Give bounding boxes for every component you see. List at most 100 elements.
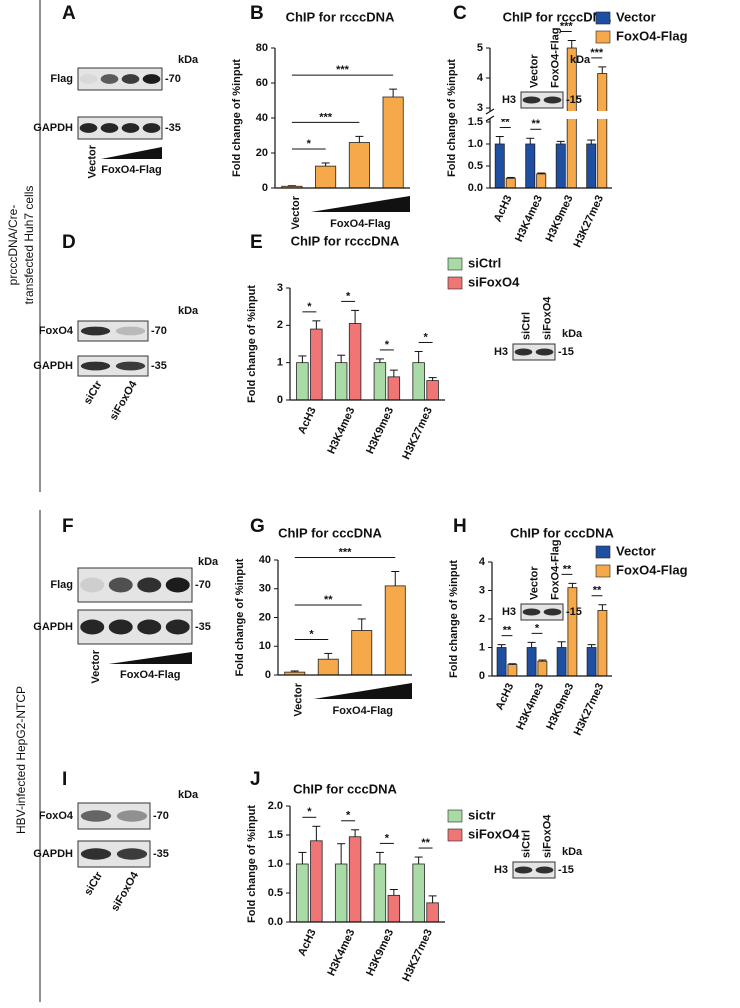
y-tick-label: 1.0	[468, 138, 483, 150]
blot-row-label: GAPDH	[33, 621, 73, 633]
axis-break-gap	[491, 111, 613, 119]
blot-kda: -35	[195, 621, 211, 633]
blot-strip	[77, 116, 163, 140]
x-tick-label: AcH3	[492, 193, 515, 224]
bar	[310, 328, 323, 401]
bar	[507, 664, 518, 677]
y-tick-label: 2.0	[268, 800, 283, 812]
blot-band	[80, 361, 111, 371]
bar	[315, 165, 337, 189]
significance-label: **	[503, 625, 512, 637]
y-tick-label: 4	[479, 556, 486, 568]
blot-band	[80, 326, 111, 336]
blot-row-label: Flag	[50, 579, 73, 591]
blot-band	[100, 74, 119, 84]
y-tick-label: 3	[479, 584, 485, 596]
blot-band	[80, 848, 112, 860]
x-axis-label: FoxO4-Flag	[332, 705, 393, 717]
significance-label: *	[307, 301, 312, 313]
legend-swatch	[447, 809, 463, 823]
bar	[505, 177, 516, 189]
panel-letter: C	[453, 3, 467, 24]
panel-letter: H	[453, 516, 467, 537]
significance-label: *	[346, 290, 351, 302]
side-label: HBV-infected HepG2-NTCP	[14, 686, 28, 834]
legend-label: Vector	[616, 543, 656, 558]
blot-row-label: H3	[494, 864, 508, 876]
chart-title: ChIP for rcccDNA	[291, 233, 400, 248]
x-tick-label: AcH3	[494, 681, 517, 712]
blot-strip	[77, 320, 149, 342]
bar	[555, 143, 566, 189]
blot-kda: -35	[165, 122, 181, 134]
legend-label: Vector	[616, 9, 656, 24]
y-tick-label: 2	[479, 613, 485, 625]
y-tick-label: 10	[259, 640, 271, 652]
bar	[412, 863, 425, 923]
bar	[426, 380, 439, 401]
bar	[537, 660, 548, 677]
blot-unit: kDa	[178, 305, 199, 317]
x-tick-label: H3K27me3	[400, 927, 435, 983]
lane-label: Vector	[90, 649, 102, 683]
y-tick-label: 5	[477, 42, 483, 54]
axis-break-mark	[485, 115, 495, 122]
x-tick-label: H3K27me3	[571, 193, 606, 249]
blot-band	[121, 123, 140, 133]
blot-kda: -15	[566, 606, 582, 618]
blot-kda: -70	[151, 325, 167, 337]
blot-kda: -15	[558, 346, 574, 358]
significance-label: *	[309, 628, 314, 640]
blot-strip	[520, 91, 564, 109]
significance-label: **	[531, 118, 540, 130]
ramp-label: FoxO4-Flag	[120, 669, 181, 681]
blot-strip	[77, 67, 163, 91]
blot-unit: kDa	[562, 846, 583, 858]
y-tick-label: 20	[256, 147, 268, 159]
x-tick-label: AcH3	[296, 927, 319, 958]
legend-swatch	[595, 11, 611, 25]
y-axis-label: Fold change of %input	[234, 558, 246, 676]
x-tick-label: H3K9me3	[364, 927, 396, 978]
y-tick-label: 0.0	[268, 916, 283, 928]
y-tick-label: 0	[277, 394, 283, 406]
bar	[296, 362, 309, 401]
x-tick-label: AcH3	[296, 405, 319, 436]
blot-kda: -70	[195, 579, 211, 591]
chart-title: ChIP for rcccDNA	[503, 9, 612, 24]
significance-label: **	[324, 594, 333, 606]
y-tick-label: 3	[277, 282, 283, 294]
significance-label: **	[563, 563, 572, 575]
ramp-label: FoxO4-Flag	[101, 164, 162, 176]
bar	[351, 630, 373, 676]
blot-band	[522, 608, 541, 616]
x-tick-label: H3K4me3	[325, 927, 357, 978]
blot-band	[108, 619, 133, 635]
y-axis-label: Fold change of %input	[246, 285, 258, 403]
bar	[387, 894, 401, 923]
legend-swatch	[595, 545, 611, 559]
blot-kda: -15	[566, 94, 582, 106]
x-tick-label: Vector	[293, 682, 305, 716]
blot-band	[80, 577, 105, 593]
blot-row-label: Flag	[50, 73, 73, 85]
lane-label: siFoxO4	[541, 296, 553, 340]
blot-band	[543, 96, 562, 104]
side-label: transfected Huh7 cells	[22, 186, 36, 305]
bar	[412, 362, 425, 401]
significance-label: **	[501, 116, 510, 128]
bar	[387, 376, 401, 401]
y-tick-label: 1.0	[268, 858, 283, 870]
y-tick-label: 20	[259, 611, 271, 623]
bar	[426, 902, 439, 923]
legend-swatch	[447, 276, 463, 290]
blot-band	[165, 577, 190, 593]
bar	[348, 323, 362, 401]
lane-label: FoxO4-Flag	[549, 539, 561, 600]
lane-label: siFoxO4	[109, 869, 142, 913]
y-tick-label: 2	[277, 319, 283, 331]
panel-letter: A	[62, 3, 76, 24]
y-tick-label: 1	[479, 641, 485, 653]
bar	[317, 658, 339, 676]
